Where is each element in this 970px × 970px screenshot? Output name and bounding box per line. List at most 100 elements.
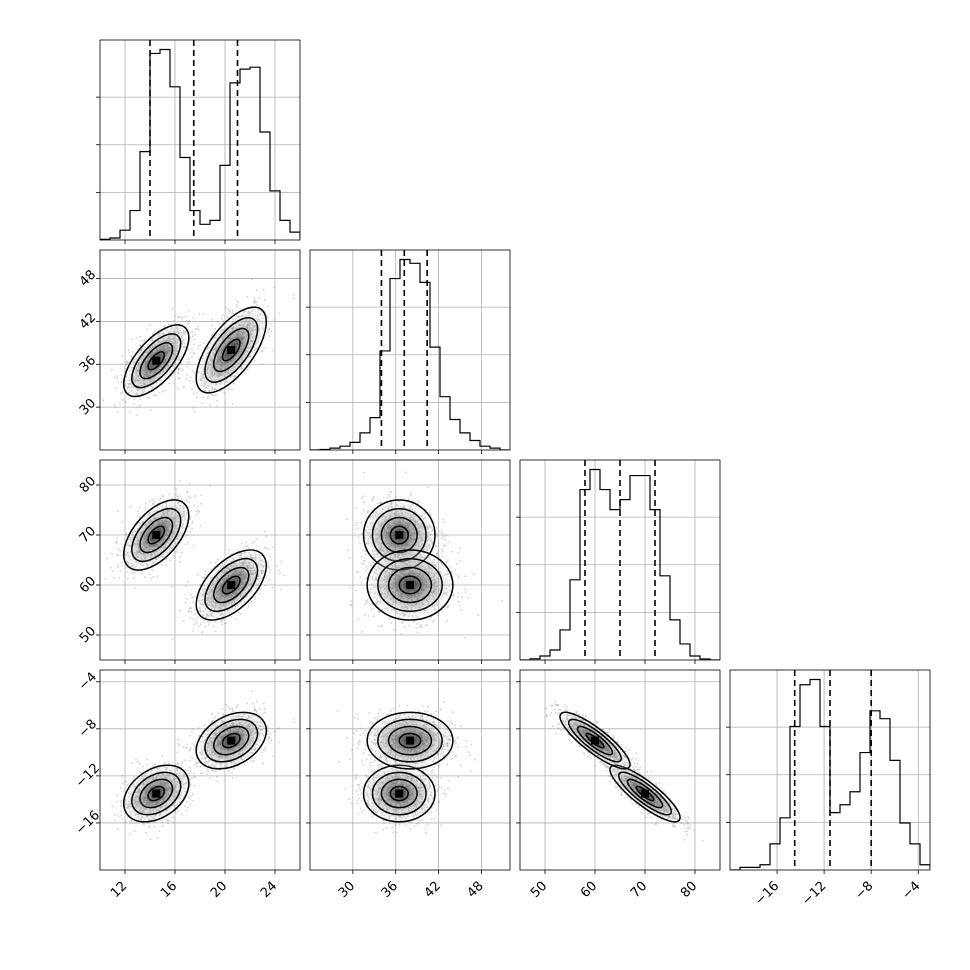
scatter-point (124, 400, 127, 403)
scatter-point (267, 548, 270, 550)
scatter-point (199, 502, 202, 505)
scatter-point (442, 518, 445, 521)
scatter-point (410, 494, 412, 497)
panel-inner (100, 40, 300, 240)
panel-inner (100, 460, 300, 660)
scatter-point (192, 630, 194, 632)
scatter-point (245, 541, 247, 544)
scatter-point (106, 557, 108, 560)
scatter-point (189, 361, 191, 364)
scatter-point (235, 305, 238, 308)
scatter-point (197, 344, 200, 347)
scatter-point (187, 541, 189, 544)
scatter-point (186, 491, 189, 494)
scatter-point (444, 544, 447, 547)
scatter-point (265, 535, 268, 538)
scatter-point (171, 585, 174, 588)
scatter-point (111, 570, 114, 573)
scatter-point (191, 355, 193, 358)
scatter-point (173, 314, 176, 317)
scatter-point (273, 286, 276, 289)
scatter-point (153, 394, 156, 397)
scatter-point (152, 576, 155, 578)
scatter-point (216, 405, 219, 408)
scatter-point (197, 625, 200, 627)
scatter-point (196, 505, 199, 508)
scatter-point (116, 566, 119, 569)
scatter-point (268, 579, 270, 581)
scatter-point (187, 495, 190, 498)
contour-level-1 (213, 566, 250, 604)
scatter-point (271, 586, 274, 589)
scatter-point (371, 499, 373, 502)
scatter-point (228, 549, 231, 551)
contour-level-3 (195, 306, 268, 394)
scatter-point (450, 550, 453, 553)
scatter-point (272, 546, 274, 549)
contour-level-2 (204, 557, 259, 612)
scatter-point (199, 344, 202, 346)
scatter-point (224, 622, 226, 625)
scatter-point (189, 606, 192, 609)
contour-level-1 (139, 516, 174, 554)
scatter-point (283, 574, 286, 577)
scatter-point (261, 350, 264, 353)
scatter-point (197, 328, 200, 331)
scatter-point (121, 355, 123, 357)
scatter-point (389, 490, 392, 493)
scatter-point (118, 576, 120, 579)
scatter-point (221, 313, 224, 316)
density-peak (227, 581, 236, 589)
scatter-point (162, 495, 165, 498)
scatter-point (117, 547, 120, 550)
scatter-point (179, 480, 182, 482)
scatter-point (390, 491, 393, 493)
scatter-point (187, 580, 190, 583)
scatter-point (457, 595, 460, 598)
contour-level-0 (221, 338, 241, 362)
scatter-point (197, 325, 200, 328)
scatter-point (117, 510, 119, 512)
scatter-point (193, 343, 196, 346)
scatter-point (132, 403, 135, 405)
scatter-point (193, 495, 196, 497)
scatter-point (115, 387, 117, 390)
scatter-point (187, 361, 189, 364)
scatter-point (195, 510, 198, 513)
panel-frame (99, 459, 301, 661)
scatter-point (239, 613, 242, 615)
scatter-point (165, 564, 168, 567)
scatter-point (113, 577, 116, 580)
scatter-point (380, 625, 383, 627)
scatter-point (161, 390, 164, 393)
scatter-point (116, 540, 118, 543)
scatter-point (116, 411, 119, 414)
scatter-point (179, 560, 182, 563)
scatter-point (154, 394, 157, 396)
scatter-point (192, 406, 195, 409)
scatter-point (209, 404, 212, 407)
scatter-point (171, 307, 174, 310)
scatter-point (188, 320, 191, 322)
scatter-point (144, 507, 147, 510)
scatter-point (116, 554, 119, 557)
scatter-point (158, 392, 161, 395)
scatter-point (129, 505, 132, 508)
scatter-point (169, 559, 171, 562)
scatter-point (176, 387, 179, 390)
scatter-point (235, 618, 238, 621)
scatter-point (231, 388, 233, 391)
scatter-point (225, 307, 228, 310)
scatter-point (225, 622, 228, 624)
scatter-point (251, 542, 254, 544)
scatter-point (146, 328, 149, 331)
scatter-point (183, 385, 185, 388)
scatter-point (409, 492, 412, 495)
scatter-point (194, 333, 197, 336)
scatter-point (189, 351, 192, 354)
scatter-point (362, 509, 365, 512)
contour-level-2 (131, 333, 182, 389)
scatter-point (195, 622, 197, 625)
scatter-point (114, 406, 117, 409)
scatter-point (193, 544, 195, 547)
